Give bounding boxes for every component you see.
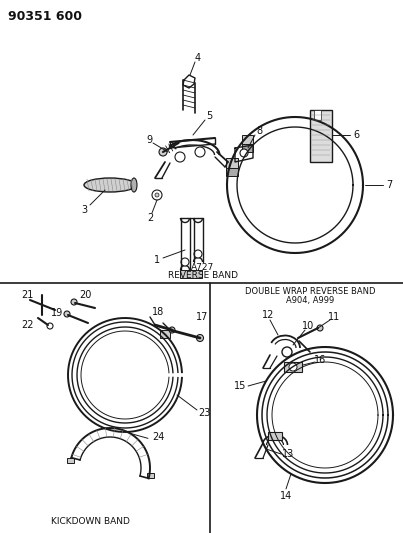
Text: 20: 20: [79, 290, 91, 300]
Bar: [160, 330, 170, 338]
Text: 15: 15: [234, 381, 246, 391]
Text: 3: 3: [81, 205, 87, 215]
Circle shape: [282, 347, 292, 357]
Bar: [284, 362, 302, 372]
Bar: [314, 110, 321, 120]
Ellipse shape: [131, 178, 137, 192]
Bar: [180, 270, 202, 278]
Text: 4: 4: [195, 53, 201, 63]
Text: 16: 16: [314, 355, 326, 365]
Circle shape: [240, 149, 248, 157]
Circle shape: [169, 327, 175, 333]
Text: 8: 8: [256, 126, 262, 136]
Ellipse shape: [84, 178, 136, 192]
Text: 90351 600: 90351 600: [8, 10, 82, 23]
Circle shape: [194, 250, 202, 258]
Text: 2: 2: [147, 213, 153, 223]
Circle shape: [159, 148, 167, 156]
Text: 9: 9: [146, 135, 152, 145]
Text: 5: 5: [206, 111, 212, 121]
Text: 10: 10: [302, 321, 314, 331]
Text: 12: 12: [262, 310, 274, 320]
Text: 11: 11: [328, 312, 340, 322]
Circle shape: [195, 147, 205, 157]
Text: A904, A999: A904, A999: [286, 295, 334, 304]
Bar: [268, 432, 282, 440]
Text: 18: 18: [152, 307, 164, 317]
Text: 6: 6: [353, 130, 359, 140]
Bar: [226, 158, 238, 168]
Text: 14: 14: [280, 491, 292, 501]
Circle shape: [152, 190, 162, 200]
Circle shape: [71, 299, 77, 305]
Text: 21: 21: [21, 290, 33, 300]
Circle shape: [317, 325, 323, 331]
Text: 1: 1: [154, 255, 160, 265]
Text: A727: A727: [191, 263, 215, 272]
Text: 17: 17: [196, 312, 208, 322]
Bar: [67, 458, 75, 463]
Text: 23: 23: [198, 408, 210, 418]
Text: KICKDOWN BAND: KICKDOWN BAND: [50, 518, 129, 527]
Bar: [226, 168, 238, 176]
Text: 7: 7: [386, 180, 392, 190]
Bar: [243, 135, 253, 144]
Bar: [310, 110, 332, 162]
Circle shape: [197, 335, 204, 342]
Circle shape: [181, 258, 189, 266]
Circle shape: [175, 152, 185, 162]
Text: 24: 24: [152, 432, 164, 442]
Circle shape: [47, 323, 53, 329]
Circle shape: [64, 311, 70, 317]
Bar: [243, 144, 253, 152]
Text: 13: 13: [282, 449, 294, 459]
Circle shape: [155, 193, 159, 197]
Text: DOUBLE WRAP REVERSE BAND: DOUBLE WRAP REVERSE BAND: [245, 287, 375, 296]
Circle shape: [289, 363, 297, 371]
Text: 19: 19: [51, 308, 63, 318]
Text: REVERSE BAND: REVERSE BAND: [168, 271, 238, 280]
Text: 22: 22: [22, 320, 34, 330]
Bar: [147, 473, 154, 478]
